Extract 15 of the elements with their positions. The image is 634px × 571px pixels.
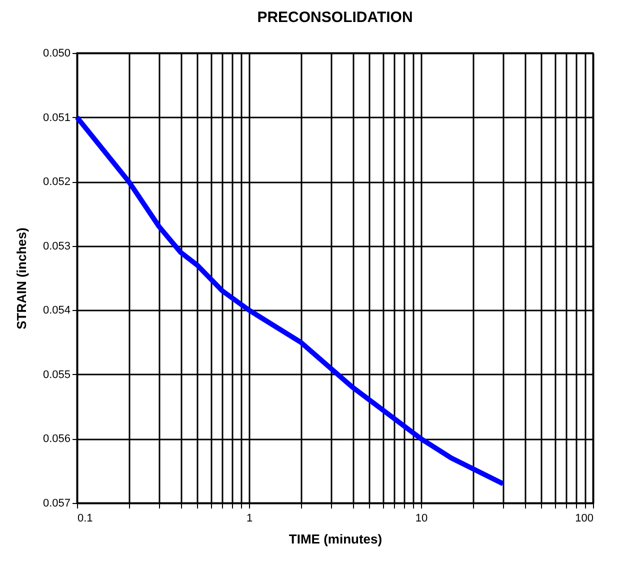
x-tick-label: 1 — [246, 512, 253, 524]
x-axis-title: TIME (minutes) — [288, 532, 382, 546]
chart-title: PRECONSOLIDATION — [257, 9, 413, 26]
y-axis-title: STRAIN (inches) — [14, 228, 29, 330]
y-tick-label: 0.050 — [42, 48, 70, 60]
y-tick-label: 0.052 — [42, 176, 70, 188]
x-tick-label: 0.1 — [78, 512, 93, 524]
x-tick-label: 10 — [415, 512, 428, 524]
y-tick-label: 0.055 — [42, 368, 70, 381]
y-tick-label: 0.053 — [42, 240, 70, 252]
y-tick-label: 0.051 — [42, 112, 70, 124]
y-tick-label: 0.056 — [42, 433, 70, 446]
y-tick-label: 0.054 — [42, 304, 70, 317]
x-tick-label: 100 — [575, 512, 594, 524]
y-tick-label: 0.057 — [42, 498, 70, 510]
